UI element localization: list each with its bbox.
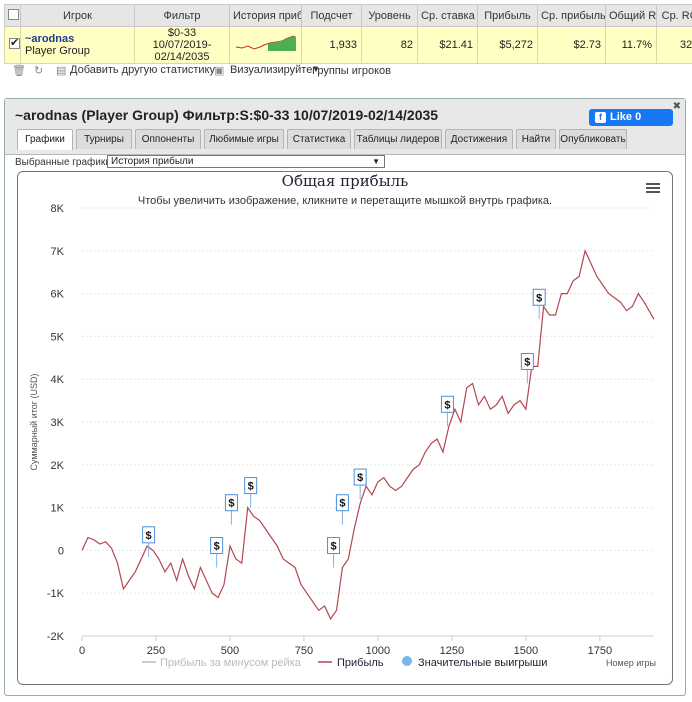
big-win-label: $ xyxy=(524,356,530,368)
series-line-profit xyxy=(82,251,654,619)
menu-icon[interactable] xyxy=(646,183,660,193)
big-win-label: $ xyxy=(228,498,234,510)
x-tick-label: 1750 xyxy=(588,645,612,657)
player-panel: ~arodnas (Player Group) Фильтр:S:$0-33 1… xyxy=(4,98,686,696)
legend-swatch-big-wins xyxy=(402,656,412,666)
y-tick-label: 8K xyxy=(51,203,65,215)
x-tick-label: 500 xyxy=(221,645,239,657)
y-tick-label: 7K xyxy=(51,246,65,258)
big-win-label: $ xyxy=(146,530,152,542)
x-axis-label: Номер игры xyxy=(606,658,656,668)
big-win-marker[interactable]: $ xyxy=(211,538,223,568)
big-win-label: $ xyxy=(444,399,450,411)
big-win-label: $ xyxy=(536,292,542,304)
x-tick-label: 1500 xyxy=(514,645,538,657)
x-tick-label: 750 xyxy=(295,645,313,657)
y-tick-label: 5K xyxy=(51,331,65,343)
y-tick-label: -2K xyxy=(47,631,65,643)
legend-item-big-wins[interactable]: Значительные выигрыши xyxy=(418,657,547,669)
big-win-label: $ xyxy=(357,472,363,484)
chart-title: Общая прибыль xyxy=(282,172,409,190)
y-tick-label: 1K xyxy=(51,503,65,515)
big-win-marker[interactable]: $ xyxy=(354,469,366,499)
legend-item-net-profit[interactable]: Прибыль за минусом рейка xyxy=(160,657,302,669)
y-axis-label: Суммарный итог (USD) xyxy=(29,373,39,470)
x-tick-label: 0 xyxy=(79,645,85,657)
chart-container[interactable]: -2K -1K 0 1K 2K 3K 4K 5K 6K 7K 8K 0 250 500 750 1000 12… xyxy=(17,171,673,685)
big-win-label: $ xyxy=(339,498,345,510)
legend-item-profit[interactable]: Прибыль xyxy=(337,657,384,669)
x-tick-label: 250 xyxy=(147,645,165,657)
big-win-label: $ xyxy=(214,541,220,553)
y-tick-label: 4K xyxy=(51,374,65,386)
big-win-marker[interactable]: $ xyxy=(533,289,545,319)
y-tick-label: 6K xyxy=(51,289,65,301)
y-tick-label: 0 xyxy=(58,545,64,557)
big-win-label: $ xyxy=(248,481,254,493)
big-win-label: $ xyxy=(330,541,336,553)
big-win-marker[interactable]: $ xyxy=(336,495,348,525)
legend: Прибыль за минусом рейка Прибыль Значите… xyxy=(142,656,547,669)
big-win-marker[interactable]: $ xyxy=(225,495,237,525)
y-tick-label: -1K xyxy=(47,588,65,600)
x-tick-label: 1250 xyxy=(440,645,464,657)
y-tick-label: 3K xyxy=(51,417,65,429)
big-win-marker[interactable]: $ xyxy=(245,478,257,508)
x-tick-label: 1000 xyxy=(366,645,390,657)
y-tick-label: 2K xyxy=(51,460,65,472)
big-win-marker[interactable]: $ xyxy=(328,538,340,568)
chart-subtitle: Чтобы увеличить изображение, кликните и … xyxy=(138,195,552,207)
